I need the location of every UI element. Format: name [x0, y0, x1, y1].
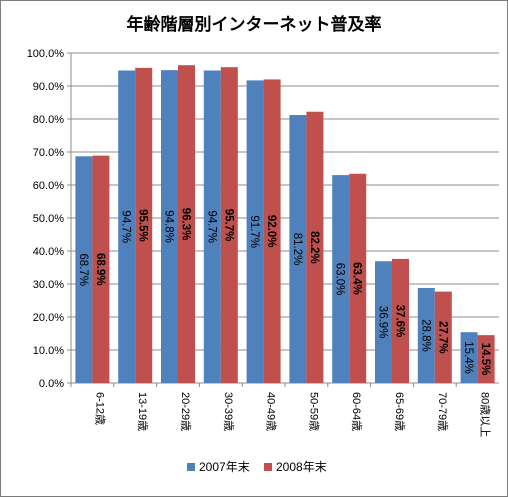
y-tick-label: 10.0% — [33, 345, 64, 357]
y-tick-label: 30.0% — [33, 279, 64, 291]
bar-series1 — [246, 80, 264, 383]
x-tick-label: 30-39歳 — [222, 392, 235, 431]
y-tick-label: 0.0% — [39, 378, 64, 390]
y-tick-label: 50.0% — [33, 213, 64, 225]
x-tick-label: 65-69歳 — [393, 392, 406, 431]
data-label: 36.9% — [377, 306, 389, 339]
data-label: 27.7% — [436, 321, 448, 354]
bar-series2 — [434, 291, 452, 383]
bar-series1 — [203, 70, 221, 384]
bar-series2 — [135, 67, 153, 383]
y-tick-label: 100.0% — [27, 48, 65, 60]
axes: 0.0% 10.0% 20.0% 30.0% 40.0% 50.0% 60.0% 70.0% 8… — [27, 48, 499, 437]
legend-swatch — [187, 463, 195, 471]
data-label: 96.3% — [180, 208, 192, 241]
bar-series2 — [178, 65, 195, 384]
data-labels: 68.7% 68.9% 94.7% 95.5% 94.8% 96.3% 94.7% 95.7%… — [77, 208, 491, 376]
bar-series2 — [392, 258, 409, 383]
data-label: 81.2% — [291, 233, 303, 266]
y-tick-label: 60.0% — [33, 180, 64, 192]
x-tick-label: 60-64歳 — [350, 392, 363, 431]
x-tick-label: 50-59歳 — [307, 392, 320, 431]
data-label: 91.7% — [248, 215, 260, 248]
data-label: 94.7% — [205, 210, 217, 243]
data-label: 15.4% — [462, 341, 474, 374]
bar-series1 — [289, 115, 307, 383]
x-tick-label: 6-12歳 — [93, 392, 106, 425]
data-label: 94.7% — [120, 210, 132, 243]
bar-series2 — [349, 173, 367, 383]
chart-title: 年齢階層別インターネット普及率 — [126, 15, 382, 35]
data-label: 63.4% — [351, 262, 363, 295]
y-tick-label: 40.0% — [33, 246, 64, 258]
data-label: 92.0% — [265, 215, 277, 248]
data-label: 82.2% — [308, 231, 320, 264]
legend-label: 2008年末 — [276, 460, 327, 474]
bar-series2 — [477, 335, 495, 383]
data-label: 95.7% — [222, 209, 234, 242]
bar-series1 — [375, 261, 392, 383]
x-tick-label: 40-49歳 — [265, 392, 278, 431]
bar-series1 — [460, 332, 478, 383]
bar-series1 — [417, 287, 435, 383]
x-tick-label: 20-29歳 — [179, 392, 192, 431]
bar-series1 — [332, 175, 350, 383]
x-tick-label: 80歳以上 — [479, 392, 492, 437]
data-label: 94.8% — [163, 210, 175, 243]
legend-swatch — [264, 463, 272, 471]
data-label: 37.6% — [394, 305, 406, 338]
data-label: 28.8% — [419, 319, 431, 352]
bar-series1 — [118, 70, 136, 384]
data-label: 95.5% — [137, 209, 149, 242]
bar-series1 — [161, 70, 178, 383]
legend-label: 2007年末 — [199, 460, 250, 474]
bar-series2 — [263, 79, 281, 384]
y-tick-label: 90.0% — [33, 81, 64, 93]
bar-series2 — [306, 111, 324, 384]
bar-series1 — [75, 156, 93, 383]
data-label: 14.5% — [479, 343, 491, 376]
x-tick-label: 70-79歳 — [436, 392, 449, 431]
y-tick-label: 20.0% — [33, 312, 64, 324]
x-tick-label: 13-19歳 — [136, 392, 149, 431]
legend: 2007年末 2008年末 — [187, 460, 327, 474]
data-label: 68.7% — [77, 253, 89, 286]
y-tick-label: 70.0% — [33, 147, 64, 159]
data-label: 68.9% — [94, 253, 106, 286]
bar-series2 — [92, 155, 110, 383]
data-label: 63.0% — [334, 263, 346, 296]
bar-series2 — [220, 67, 238, 383]
y-tick-label: 80.0% — [33, 114, 64, 126]
bars — [75, 65, 495, 384]
